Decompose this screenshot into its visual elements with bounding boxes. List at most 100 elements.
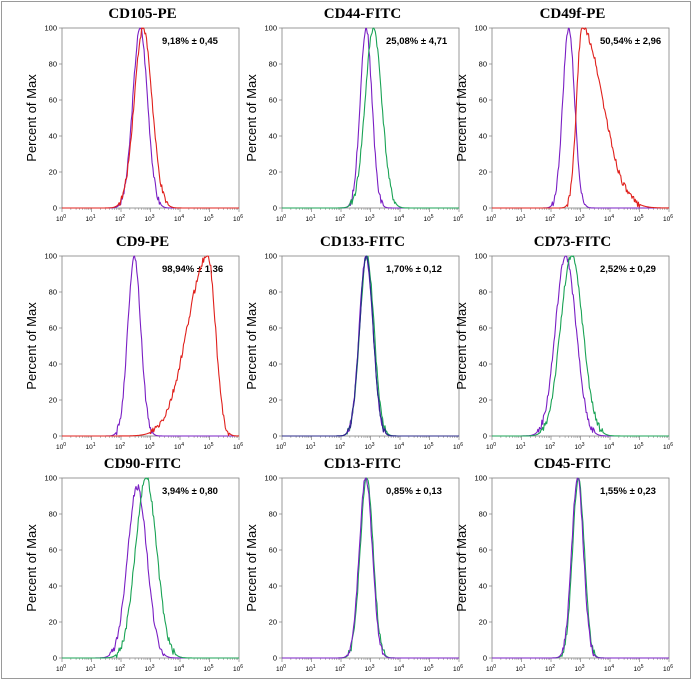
- y-tick-label: 80: [269, 288, 277, 297]
- y-axis-label: Percent of Max: [454, 74, 469, 162]
- x-tick-label: 100: [276, 214, 286, 223]
- y-tick-label: 100: [264, 252, 277, 261]
- x-tick-label: 102: [335, 442, 345, 451]
- y-tick-label: 0: [53, 204, 57, 213]
- y-axis-label: Percent of Max: [24, 74, 39, 162]
- x-tick-label: 106: [663, 214, 673, 223]
- y-tick-label: 0: [53, 654, 57, 663]
- x-tick-label: 105: [203, 442, 213, 451]
- y-tick-label: 100: [44, 24, 57, 33]
- histogram-line: [282, 27, 459, 209]
- x-tick-label: 106: [233, 442, 243, 451]
- histogram-panel: CD13-FITC Percent of Max 0 20 40 60 80 100 100 10…: [244, 456, 463, 673]
- histogram-panel: CD73-FITC Percent of Max 0 20 40 60 80 100 100 10…: [454, 234, 673, 451]
- y-tick-label: 80: [49, 60, 57, 69]
- x-tick-label: 104: [174, 664, 184, 673]
- x-tick-label: 104: [394, 664, 404, 673]
- y-tick-label: 20: [479, 168, 487, 177]
- histogram-panel: CD133-FITC Percent of Max 0 20 40 60 80 100 100 1…: [244, 234, 463, 451]
- x-tick-label: 105: [203, 214, 213, 223]
- panel-title: CD49f-PE: [540, 6, 606, 22]
- x-tick-label: 106: [233, 664, 243, 673]
- y-axis-label: Percent of Max: [24, 524, 39, 612]
- y-tick-label: 40: [479, 582, 487, 591]
- y-tick-label: 80: [49, 510, 57, 519]
- y-tick-label: 0: [273, 204, 277, 213]
- y-tick-label: 20: [49, 618, 57, 627]
- percent-positive-label: 2,52% ± 0,29: [600, 264, 656, 275]
- x-tick-label: 104: [604, 214, 614, 223]
- x-tick-label: 103: [574, 442, 584, 451]
- histogram-line: [282, 477, 459, 659]
- y-tick-label: 100: [44, 474, 57, 483]
- x-tick-label: 101: [85, 442, 95, 451]
- x-tick-label: 106: [233, 214, 243, 223]
- y-tick-label: 0: [53, 432, 57, 441]
- x-tick-label: 106: [663, 664, 673, 673]
- panel-title: CD73-FITC: [534, 234, 612, 250]
- y-tick-label: 0: [483, 432, 487, 441]
- x-tick-label: 100: [486, 442, 496, 451]
- x-tick-label: 103: [144, 664, 154, 673]
- y-tick-label: 0: [273, 432, 277, 441]
- y-tick-label: 60: [479, 324, 487, 333]
- x-tick-label: 105: [423, 214, 433, 223]
- x-tick-label: 100: [486, 214, 496, 223]
- histogram-panel: CD44-FITC Percent of Max 0 20 40 60 80 100 100 10…: [244, 6, 463, 223]
- y-tick-label: 80: [269, 60, 277, 69]
- x-tick-label: 105: [423, 664, 433, 673]
- x-tick-label: 102: [545, 664, 555, 673]
- panel-title: CD105-PE: [108, 6, 176, 22]
- y-tick-label: 40: [269, 360, 277, 369]
- histogram-panel: CD45-FITC Percent of Max 0 20 40 60 80 100 100 10…: [454, 456, 673, 673]
- y-tick-label: 100: [474, 24, 487, 33]
- x-tick-label: 103: [144, 214, 154, 223]
- panel-title: CD9-PE: [116, 234, 169, 250]
- y-tick-label: 80: [479, 60, 487, 69]
- x-tick-label: 103: [144, 442, 154, 451]
- x-tick-label: 104: [604, 664, 614, 673]
- percent-positive-label: 98,94% ± 1,36: [162, 264, 223, 275]
- x-tick-label: 104: [174, 442, 184, 451]
- y-tick-label: 100: [264, 24, 277, 33]
- x-tick-label: 102: [545, 214, 555, 223]
- x-tick-label: 106: [453, 664, 463, 673]
- y-tick-label: 100: [264, 474, 277, 483]
- x-tick-label: 100: [56, 214, 66, 223]
- y-tick-label: 60: [49, 546, 57, 555]
- y-axis-label: Percent of Max: [24, 302, 39, 390]
- y-tick-label: 60: [269, 324, 277, 333]
- x-tick-label: 101: [85, 664, 95, 673]
- x-tick-label: 104: [394, 214, 404, 223]
- histogram-panel: CD90-FITC Percent of Max 0 20 40 60 80 100 100 10…: [24, 456, 243, 673]
- histogram-panel: CD105-PE Percent of Max 0 20 40 60 80 100 100 101…: [24, 6, 243, 223]
- y-tick-label: 60: [479, 546, 487, 555]
- x-tick-label: 101: [305, 442, 315, 451]
- x-tick-label: 101: [305, 664, 315, 673]
- x-tick-label: 100: [486, 664, 496, 673]
- y-tick-label: 60: [479, 96, 487, 105]
- x-tick-label: 103: [574, 664, 584, 673]
- x-tick-label: 103: [364, 664, 374, 673]
- x-tick-label: 103: [364, 214, 374, 223]
- x-tick-label: 101: [305, 214, 315, 223]
- x-tick-label: 105: [423, 442, 433, 451]
- x-tick-label: 104: [604, 442, 614, 451]
- histogram-line: [492, 255, 669, 437]
- x-tick-label: 103: [574, 214, 584, 223]
- histogram-panel: CD9-PE Percent of Max 0 20 40 60 80 100 100 101 10…: [24, 234, 243, 451]
- y-tick-label: 20: [269, 168, 277, 177]
- y-axis-label: Percent of Max: [454, 302, 469, 390]
- x-tick-label: 103: [364, 442, 374, 451]
- x-tick-label: 101: [515, 214, 525, 223]
- x-tick-label: 100: [56, 664, 66, 673]
- y-tick-label: 20: [49, 396, 57, 405]
- x-tick-label: 102: [115, 442, 125, 451]
- panel-title: CD45-FITC: [534, 456, 612, 472]
- x-tick-label: 106: [453, 214, 463, 223]
- y-tick-label: 60: [269, 546, 277, 555]
- y-tick-label: 80: [479, 288, 487, 297]
- y-tick-label: 20: [479, 396, 487, 405]
- y-axis-label: Percent of Max: [244, 74, 259, 162]
